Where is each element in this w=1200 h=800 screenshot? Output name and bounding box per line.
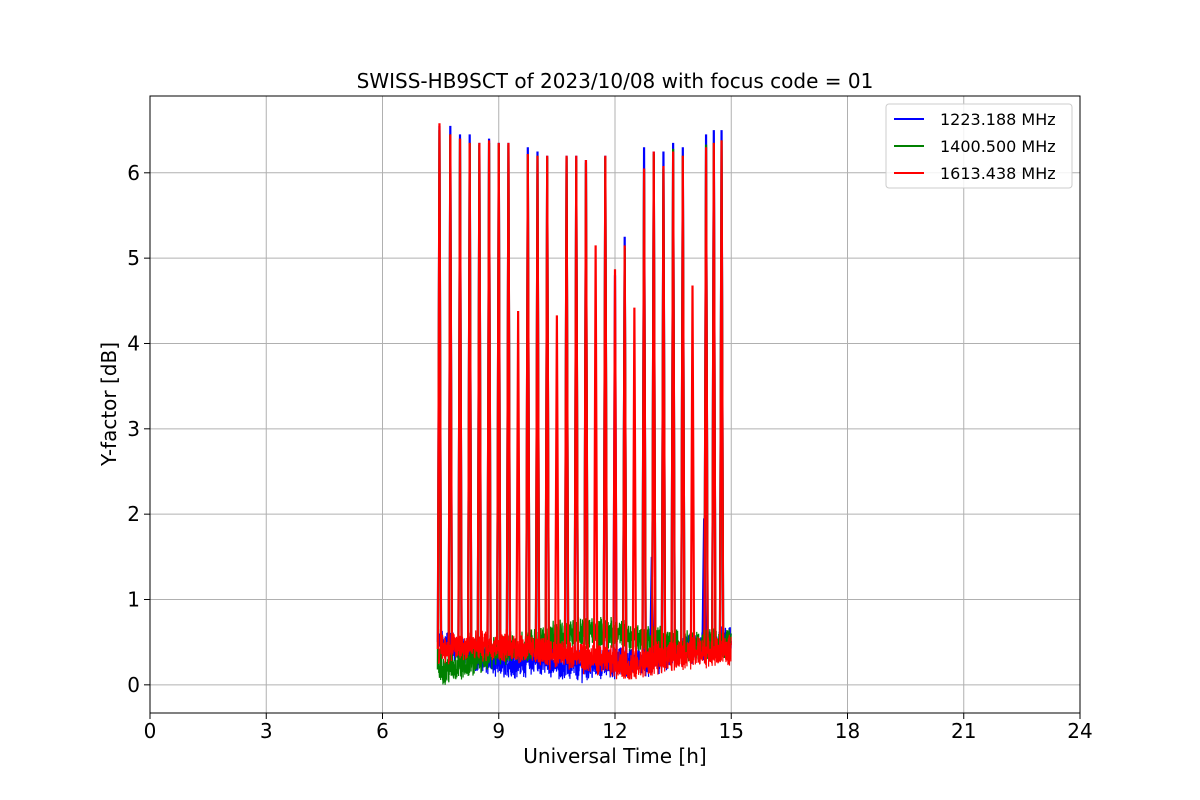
x-tick-label: 18 (835, 719, 860, 743)
x-tick-label: 3 (260, 719, 273, 743)
spike-peak (505, 142, 512, 647)
spike-peak (718, 140, 725, 652)
spike-peak (689, 285, 696, 653)
y-tick-label: 6 (127, 161, 140, 185)
spike-peak (602, 155, 609, 661)
spike-peak (496, 142, 502, 645)
y-axis-label: Y-factor [dB] (97, 342, 121, 467)
y-tick-label: 4 (127, 331, 140, 355)
spike-peak (583, 159, 589, 658)
spike-peak (651, 151, 657, 660)
spike-peak (680, 155, 686, 655)
y-tick-label: 5 (127, 246, 140, 270)
spike-peak (544, 155, 550, 653)
spike-peak (612, 269, 618, 662)
y-tick-label: 2 (127, 502, 140, 526)
spike-peak (711, 142, 717, 652)
spike-peak (447, 134, 454, 648)
x-tick-label: 21 (951, 719, 976, 743)
y-tick-label: 1 (127, 587, 140, 611)
x-tick-label: 12 (602, 719, 627, 743)
spike-peak (515, 311, 521, 648)
plot-lines (436, 123, 732, 685)
spike-peak (703, 147, 709, 652)
spike-peak (525, 154, 531, 650)
x-axis-label: Universal Time [h] (523, 744, 706, 768)
y-tick-label: 0 (127, 673, 140, 697)
series-3 (436, 123, 732, 680)
spike-peak (563, 155, 570, 656)
x-tick-label: 9 (492, 719, 505, 743)
spike-peak (457, 138, 463, 647)
spike-peak (436, 123, 443, 650)
spike-peak (466, 142, 473, 647)
x-tick-label: 24 (1067, 719, 1092, 743)
spike-peak (641, 168, 647, 664)
spike-peak (660, 165, 667, 658)
legend-label: 1223.188 MHz (940, 110, 1056, 129)
legend-label: 1613.438 MHz (940, 164, 1056, 183)
spike-peak (631, 307, 638, 668)
y-tick-label: 3 (127, 417, 140, 441)
x-tick-label: 6 (376, 719, 389, 743)
spike-peak (554, 315, 560, 654)
spike-peak (621, 245, 628, 665)
legend-box (885, 103, 1073, 189)
x-tick-label: 15 (719, 719, 744, 743)
x-tick-label: 0 (144, 719, 157, 743)
legend-label: 1400.500 MHz (940, 137, 1056, 156)
spike-peak (476, 142, 483, 646)
spike-peak (573, 155, 579, 657)
spike-peak (486, 140, 492, 646)
legend: 1223.188 MHz 1400.500 MHz 1613.438 MHz (885, 103, 1073, 189)
spike-peak (592, 245, 599, 660)
spike-peak (670, 151, 676, 656)
chart-title: SWISS-HB9SCT of 2023/10/08 with focus co… (357, 69, 874, 93)
spike-peak (534, 155, 541, 651)
